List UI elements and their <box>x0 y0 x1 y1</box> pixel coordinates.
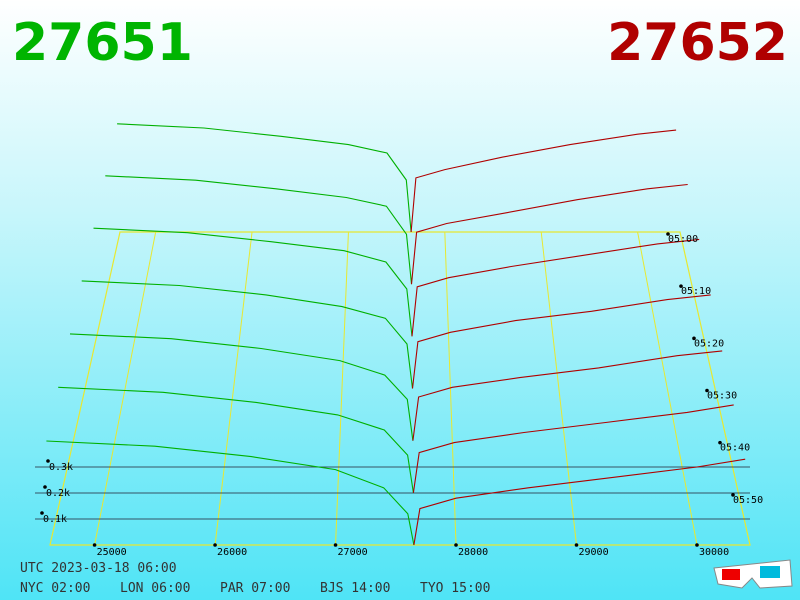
bid-depth-line <box>105 175 413 285</box>
ask-depth-line <box>410 129 677 233</box>
city-times: NYC 02:00 LON 06:00 PAR 07:00 BJS 14:00 TYO … <box>20 581 490 596</box>
ask-price: 27652 <box>607 13 788 73</box>
time-tick-label: 05:30 <box>707 391 737 402</box>
ask-depth-line <box>412 350 723 441</box>
x-tick-label: 29000 <box>579 547 609 558</box>
x-tick-label: 27000 <box>338 547 368 558</box>
x-tick-label: 30000 <box>699 547 729 558</box>
x-tick-label: 25000 <box>97 547 127 558</box>
x-tick-mark <box>695 543 699 547</box>
time-tick-mark <box>731 493 735 497</box>
y-tick-label: 0.1k <box>43 514 67 525</box>
time-tick-mark <box>705 388 709 393</box>
city-time: NYC 02:00 <box>20 581 90 596</box>
y-tick-label: 0.3k <box>49 462 73 473</box>
y-tick-mark <box>40 511 44 515</box>
bid-price: 27651 <box>12 13 193 73</box>
city-time: LON 06:00 <box>120 581 190 596</box>
time-tick-mark <box>679 284 683 288</box>
floor-outline <box>49 231 751 546</box>
y-tick-mark <box>46 459 50 463</box>
ask-depth-line <box>411 294 711 389</box>
ask-depth-line <box>410 183 688 285</box>
time-tick-label: 05:10 <box>681 286 711 297</box>
red-lens <box>722 569 740 580</box>
utc-time: UTC 2023-03-18 06:00 <box>20 561 177 576</box>
time-tick-mark <box>692 336 696 341</box>
x-tick-mark <box>333 543 338 547</box>
time-tick-label: 05:40 <box>720 443 750 454</box>
cyan-lens <box>760 566 780 578</box>
curves <box>46 123 746 546</box>
ask-depth-line <box>411 238 700 337</box>
bid-depth-line <box>81 280 414 389</box>
time-tick-label: 05:20 <box>694 338 724 349</box>
bid-depth-line <box>46 440 415 546</box>
city-time: BJS 14:00 <box>320 581 390 596</box>
x-tick-mark <box>92 543 97 547</box>
y-tick-mark <box>43 485 47 489</box>
time-tick-mark <box>666 232 670 236</box>
x-tick-mark <box>454 543 458 547</box>
y-tick-label: 0.2k <box>46 488 70 499</box>
glasses-icon <box>713 559 793 589</box>
time-tick-label: 05:50 <box>733 495 763 506</box>
city-time: TYO 15:00 <box>420 581 490 596</box>
labels: 25000 26000 27000 28000 29000 30000 0.1k 0.2k 0.… <box>40 232 763 558</box>
time-tick-label: 05:00 <box>668 234 698 245</box>
bid-depth-line <box>93 227 413 337</box>
x-tick-label: 26000 <box>217 547 247 558</box>
x-tick-label: 28000 <box>458 547 488 558</box>
ask-depth-line <box>412 404 734 493</box>
x-tick-mark <box>213 543 217 547</box>
x-tick-mark <box>574 543 579 547</box>
bid-depth-line <box>117 123 412 233</box>
ask-depth-line <box>413 458 746 546</box>
bid-depth-line <box>69 333 414 441</box>
bid-depth-line <box>58 386 414 493</box>
time-tick-mark <box>718 440 722 445</box>
city-time: PAR 07:00 <box>220 581 290 596</box>
